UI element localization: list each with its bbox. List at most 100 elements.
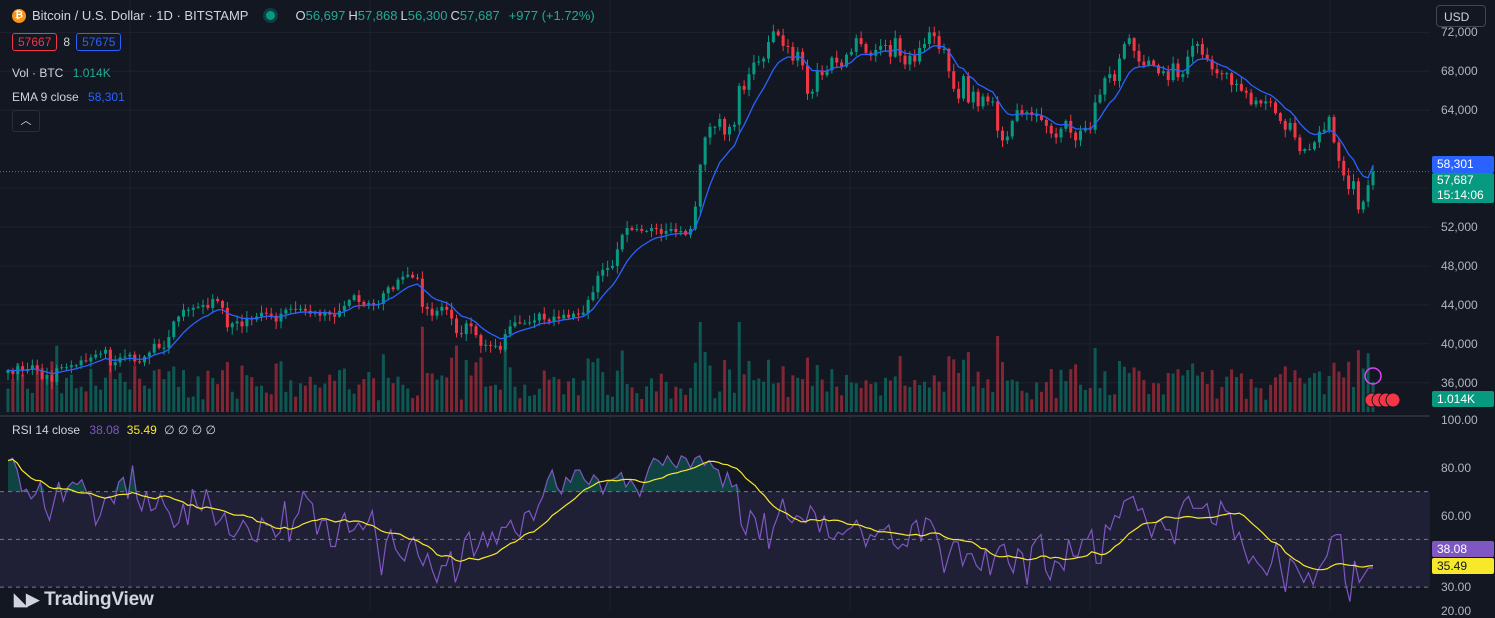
candle-body [713, 126, 717, 128]
volume-bar [94, 385, 98, 412]
volume-bar [981, 387, 985, 412]
volume-bar [1020, 390, 1024, 412]
volume-bar [864, 380, 868, 412]
volume-bar [893, 376, 897, 412]
volume-bar [986, 379, 990, 412]
us-flag-icon[interactable] [1385, 392, 1401, 408]
volume-bar [503, 342, 507, 412]
collapse-legend-button[interactable]: ︿ [12, 110, 40, 132]
candle-body [1303, 149, 1307, 152]
candle-body [1054, 133, 1058, 138]
price-tick-label: 48,000 [1441, 258, 1478, 273]
volume-bar [357, 384, 361, 412]
volume-bar [908, 387, 912, 412]
volume-bar [727, 369, 732, 412]
candle-body [1322, 129, 1326, 132]
candle-body [830, 57, 834, 71]
candle-body [21, 366, 25, 372]
volume-bar [118, 372, 122, 412]
brand-name: TradingView [44, 589, 154, 610]
volume-bar [1103, 371, 1107, 412]
candle-body [401, 276, 405, 280]
volume-bar [1039, 391, 1044, 412]
volume-bar [235, 398, 239, 412]
volume-bar [64, 377, 69, 412]
ema-legend[interactable]: EMA 9 close 58,301 [12, 90, 125, 104]
candle-body [167, 337, 171, 348]
candle-body [1122, 44, 1126, 59]
candle-body [230, 323, 234, 328]
candle-body [766, 42, 771, 59]
candle-body [69, 365, 73, 368]
volume-bar [396, 376, 400, 412]
candle-body [849, 51, 853, 55]
currency-select[interactable]: USD [1436, 5, 1486, 27]
volume-bar [333, 380, 337, 412]
candle-body [479, 335, 483, 346]
volume-bar [245, 375, 249, 412]
candle-body [942, 48, 946, 50]
sell-button[interactable]: 57667 [12, 33, 58, 51]
volume-legend[interactable]: Vol · BTC 1.014K [12, 66, 111, 80]
volume-bar [367, 372, 371, 412]
candle-body [1156, 65, 1161, 74]
volume-bar [225, 361, 229, 412]
symbol-title[interactable]: Bitcoin / U.S. Dollar · 1D · BITSTAMP [32, 8, 249, 23]
candle-body [1215, 69, 1219, 74]
tradingview-logo[interactable]: ◣▶ TradingView [14, 589, 154, 611]
volume-bar [1205, 384, 1209, 412]
rsi-legend[interactable]: RSI 14 close 38.08 35.49 ∅ ∅ ∅ ∅ [12, 423, 216, 437]
ohlc-values: O56,697 H57,868 L56,300 C57,687 [295, 8, 502, 23]
rsi-tag: 38.08 [1432, 541, 1494, 557]
ema-price-tag: 58,301 [1432, 156, 1494, 173]
volume-bar [181, 370, 186, 412]
volume-bar [796, 377, 800, 412]
volume-bar [1181, 375, 1185, 412]
candle-body [1244, 90, 1248, 93]
candle-body [927, 32, 931, 45]
volume-bar [255, 386, 259, 412]
candle-body [771, 31, 775, 43]
price-tick-label: 36,000 [1441, 375, 1478, 390]
candle-body [937, 36, 941, 49]
volume-bar [932, 375, 936, 412]
candle-body [1234, 83, 1239, 85]
candle-body [664, 230, 668, 234]
volume-bar [684, 394, 688, 412]
price-tick-label: 68,000 [1441, 64, 1478, 79]
chart-markers[interactable] [1364, 367, 1401, 408]
candle-body [727, 126, 732, 135]
volume-bar [1215, 398, 1219, 412]
volume-bar [69, 374, 73, 412]
volume-bar [21, 374, 25, 412]
volume-bar [1220, 386, 1224, 412]
volume-bar [352, 393, 356, 412]
volume-bar [693, 362, 697, 412]
event-marker-icon[interactable] [1364, 367, 1382, 385]
rsi-label: RSI 14 close [12, 423, 81, 437]
volume-bar [1054, 397, 1058, 412]
buy-button[interactable]: 57675 [76, 33, 122, 51]
volume-bar [406, 388, 410, 412]
rsi-value: 38.08 [89, 423, 120, 437]
candle-body [1259, 100, 1263, 104]
candle-body [420, 278, 424, 307]
market-open-icon[interactable] [266, 11, 276, 20]
volume-bar [411, 398, 415, 412]
candle-body [815, 70, 819, 92]
volume-bar [108, 354, 112, 412]
candle-body [1195, 44, 1200, 46]
volume-bar [1337, 371, 1341, 412]
volume-bar [630, 387, 634, 412]
candle-body [133, 354, 137, 362]
volume-bar [435, 379, 439, 412]
volume-bar [489, 385, 493, 412]
candle-body [1308, 149, 1312, 151]
candle-body [357, 295, 361, 302]
candle-body [225, 307, 229, 328]
volume-bar [820, 379, 824, 412]
candle-body [571, 313, 576, 318]
volume-bar [1293, 370, 1297, 412]
candle-body [147, 352, 151, 357]
